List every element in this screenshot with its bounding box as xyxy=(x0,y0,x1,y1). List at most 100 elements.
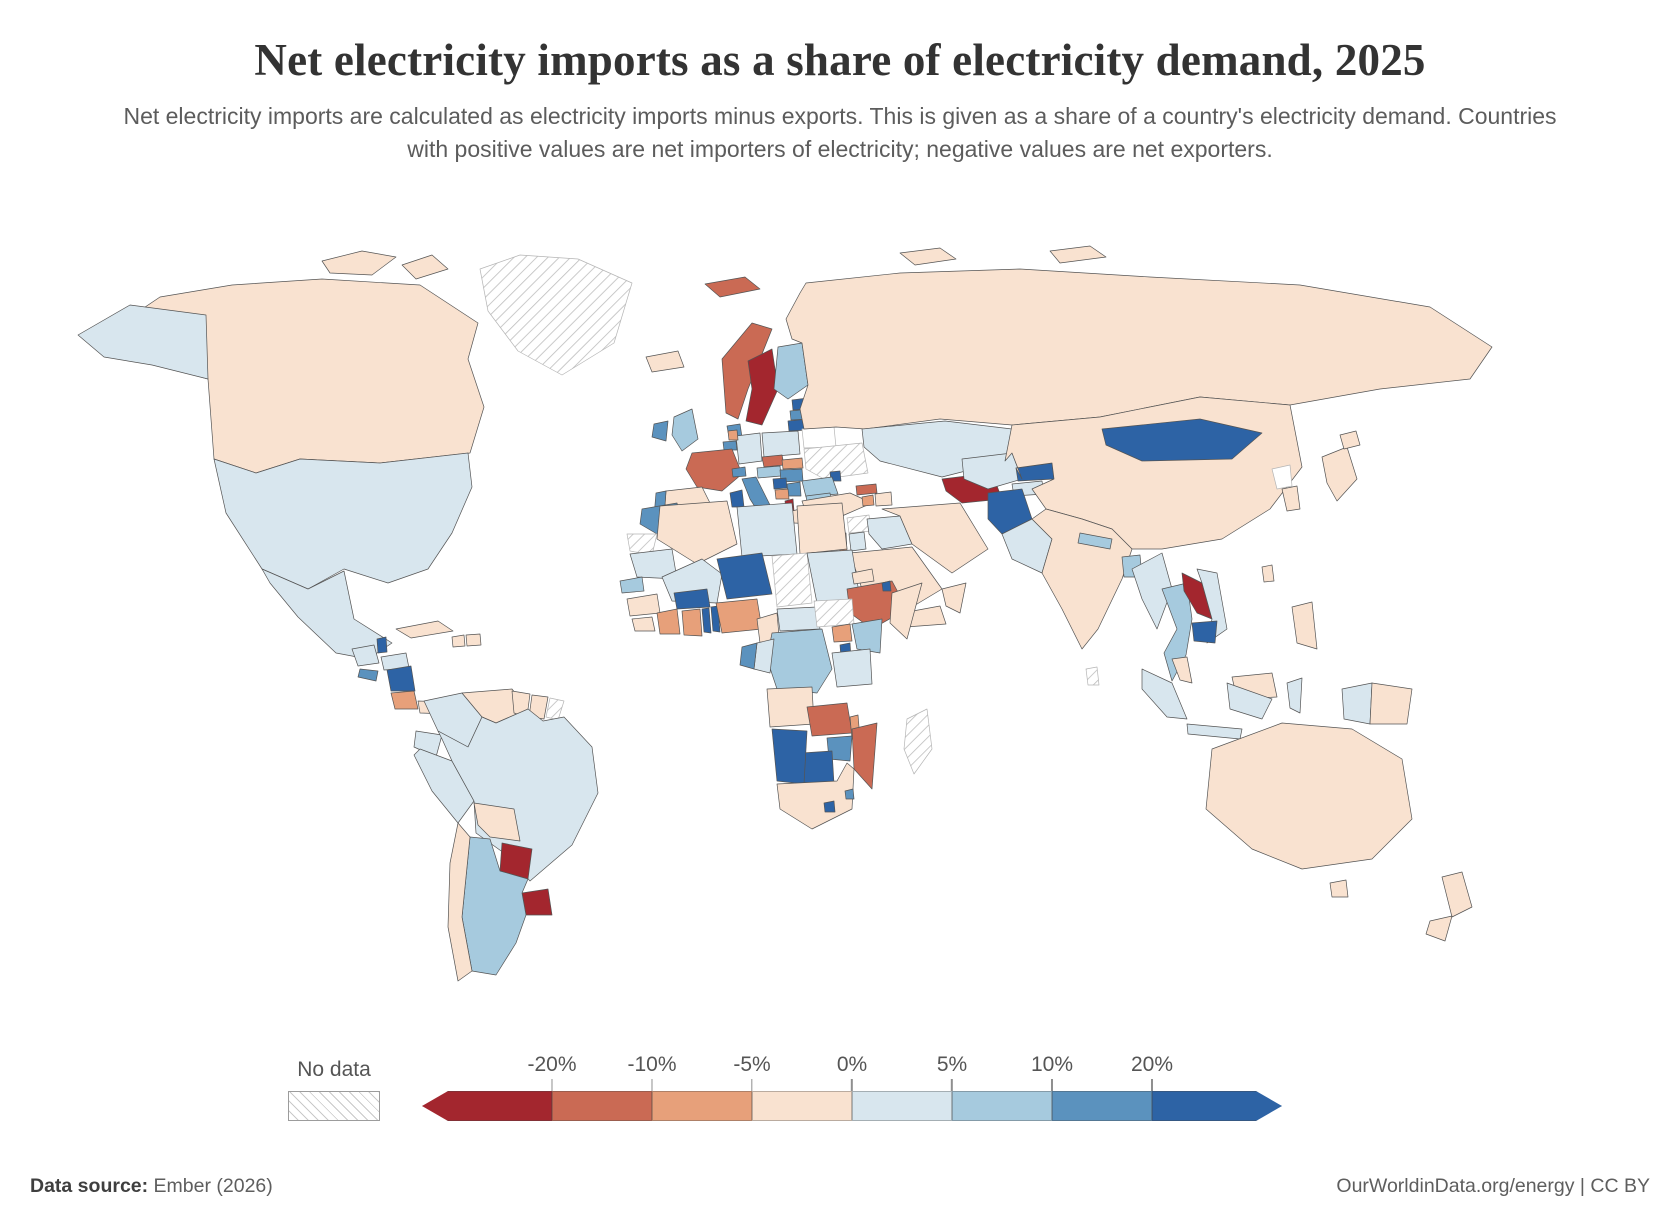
country-shape[interactable] xyxy=(351,644,380,667)
country-shape[interactable] xyxy=(681,608,703,637)
country-shape[interactable] xyxy=(671,408,699,452)
country-shape[interactable] xyxy=(451,634,466,648)
country-shape[interactable] xyxy=(704,276,761,298)
legend-bucket[interactable] xyxy=(752,1091,852,1121)
country-shape[interactable] xyxy=(1369,682,1413,725)
country-shape[interactable] xyxy=(619,576,645,594)
country-shape[interactable] xyxy=(736,502,798,558)
country-shape[interactable] xyxy=(673,588,711,610)
country-shape[interactable] xyxy=(721,322,773,420)
country-shape[interactable] xyxy=(861,494,875,507)
country-shape[interactable] xyxy=(776,606,821,632)
country-shape[interactable] xyxy=(881,502,989,574)
country-shape[interactable] xyxy=(801,476,839,498)
country-shape[interactable] xyxy=(1186,723,1243,740)
country-shape[interactable] xyxy=(401,254,449,280)
country-shape[interactable] xyxy=(786,481,802,497)
country-shape[interactable] xyxy=(473,802,521,842)
country-shape[interactable] xyxy=(961,452,1023,490)
country-shape[interactable] xyxy=(1341,682,1373,725)
country-shape[interactable] xyxy=(1329,879,1349,898)
country-shape[interactable] xyxy=(831,623,853,643)
country-shape[interactable] xyxy=(1321,446,1358,502)
country-shape[interactable] xyxy=(844,788,855,800)
country-shape[interactable] xyxy=(727,429,739,441)
country-shape[interactable] xyxy=(645,350,685,373)
country-shape[interactable] xyxy=(773,342,809,400)
country-shape[interactable] xyxy=(1049,245,1107,264)
country-shape[interactable] xyxy=(1191,620,1218,644)
country-shape[interactable] xyxy=(1171,656,1193,684)
country-shape[interactable] xyxy=(1196,568,1228,644)
country-shape[interactable] xyxy=(395,620,454,639)
country-shape[interactable] xyxy=(851,618,883,654)
country-shape[interactable] xyxy=(77,304,209,380)
country-shape[interactable] xyxy=(761,430,801,458)
country-shape[interactable] xyxy=(1181,572,1213,620)
country-shape[interactable] xyxy=(855,483,878,496)
country-shape[interactable] xyxy=(806,702,853,737)
country-shape[interactable] xyxy=(1141,668,1188,720)
country-shape[interactable] xyxy=(357,668,379,682)
country-shape[interactable] xyxy=(785,268,1493,430)
country-shape[interactable] xyxy=(656,500,738,565)
country-shape[interactable] xyxy=(651,420,669,442)
country-shape[interactable] xyxy=(1226,682,1273,720)
country-shape[interactable] xyxy=(528,694,549,720)
country-shape[interactable] xyxy=(716,552,773,600)
country-shape[interactable] xyxy=(781,457,804,470)
country-shape[interactable] xyxy=(941,582,967,614)
country-shape[interactable] xyxy=(881,580,892,592)
legend-bucket[interactable] xyxy=(1152,1091,1282,1121)
country-shape[interactable] xyxy=(771,552,813,608)
country-shape[interactable] xyxy=(521,888,553,916)
country-shape[interactable] xyxy=(213,452,473,590)
country-shape[interactable] xyxy=(715,598,763,634)
country-shape[interactable] xyxy=(813,598,855,628)
country-shape[interactable] xyxy=(722,440,738,451)
legend-bucket[interactable] xyxy=(952,1091,1052,1121)
country-shape[interactable] xyxy=(851,722,878,790)
country-shape[interactable] xyxy=(729,489,745,508)
country-shape[interactable] xyxy=(1286,677,1303,714)
country-shape[interactable] xyxy=(386,665,416,692)
country-shape[interactable] xyxy=(1261,564,1275,583)
country-shape[interactable] xyxy=(889,582,923,640)
country-shape[interactable] xyxy=(848,531,867,552)
country-shape[interactable] xyxy=(801,426,837,449)
country-shape[interactable] xyxy=(701,607,712,634)
no-data-swatch[interactable] xyxy=(288,1091,380,1121)
country-shape[interactable] xyxy=(437,708,599,882)
country-shape[interactable] xyxy=(823,800,836,813)
country-shape[interactable] xyxy=(685,448,743,492)
country-shape[interactable] xyxy=(656,608,681,635)
country-shape[interactable] xyxy=(1101,418,1263,462)
legend-bucket[interactable] xyxy=(1052,1091,1152,1121)
country-shape[interactable] xyxy=(376,636,388,654)
country-shape[interactable] xyxy=(739,642,758,670)
country-shape[interactable] xyxy=(801,750,835,785)
country-shape[interactable] xyxy=(1085,666,1100,686)
country-shape[interactable] xyxy=(735,432,763,465)
country-shape[interactable] xyxy=(745,348,779,426)
country-shape[interactable] xyxy=(771,728,808,785)
country-shape[interactable] xyxy=(545,697,565,721)
country-shape[interactable] xyxy=(1425,915,1453,942)
country-shape[interactable] xyxy=(772,477,788,490)
country-shape[interactable] xyxy=(390,690,419,710)
country-shape[interactable] xyxy=(1339,430,1361,450)
country-shape[interactable] xyxy=(1291,601,1318,650)
country-shape[interactable] xyxy=(104,278,485,474)
country-shape[interactable] xyxy=(321,250,397,276)
country-shape[interactable] xyxy=(874,491,893,507)
country-shape[interactable] xyxy=(774,488,790,500)
legend-bucket[interactable] xyxy=(652,1091,752,1121)
country-shape[interactable] xyxy=(626,593,661,617)
country-shape[interactable] xyxy=(866,515,913,550)
country-shape[interactable] xyxy=(1077,532,1113,550)
country-shape[interactable] xyxy=(796,502,848,555)
country-shape[interactable] xyxy=(479,254,633,376)
legend-bucket[interactable] xyxy=(852,1091,952,1121)
country-shape[interactable] xyxy=(1281,485,1301,512)
country-shape[interactable] xyxy=(756,465,782,479)
